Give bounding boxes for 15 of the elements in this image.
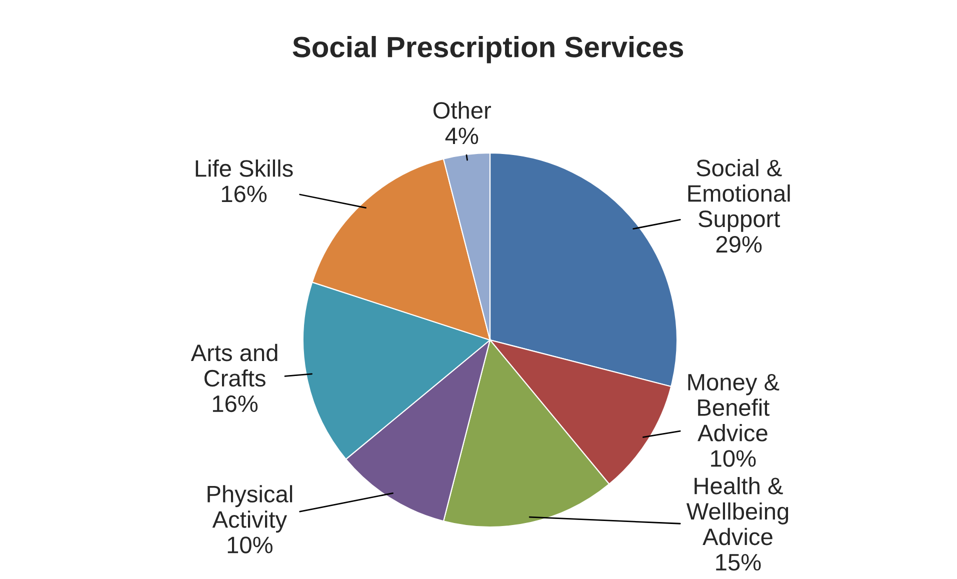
slice-label: Arts and Crafts: [190, 344, 278, 387]
slice-label: Physical Activity: [208, 485, 292, 533]
data-label: 16%: [222, 186, 267, 202]
data-label: 10%: [228, 536, 272, 554]
data-label: 4%: [445, 128, 478, 144]
data-label: 29%: [716, 236, 762, 253]
slice-label: Social & Emotional Support: [688, 159, 790, 232]
data-label: 10%: [711, 450, 756, 467]
chart-title: Social Prescription Services: [292, 36, 684, 64]
data-label: 15%: [716, 554, 761, 571]
slice-label: Money & Benefit Advice: [688, 374, 780, 442]
slice-label: Life Skills: [196, 160, 293, 177]
slice-label: Other: [433, 101, 492, 119]
data-label: 16%: [212, 395, 258, 412]
slice-label: Health & Wellbeing Advice: [686, 477, 788, 546]
